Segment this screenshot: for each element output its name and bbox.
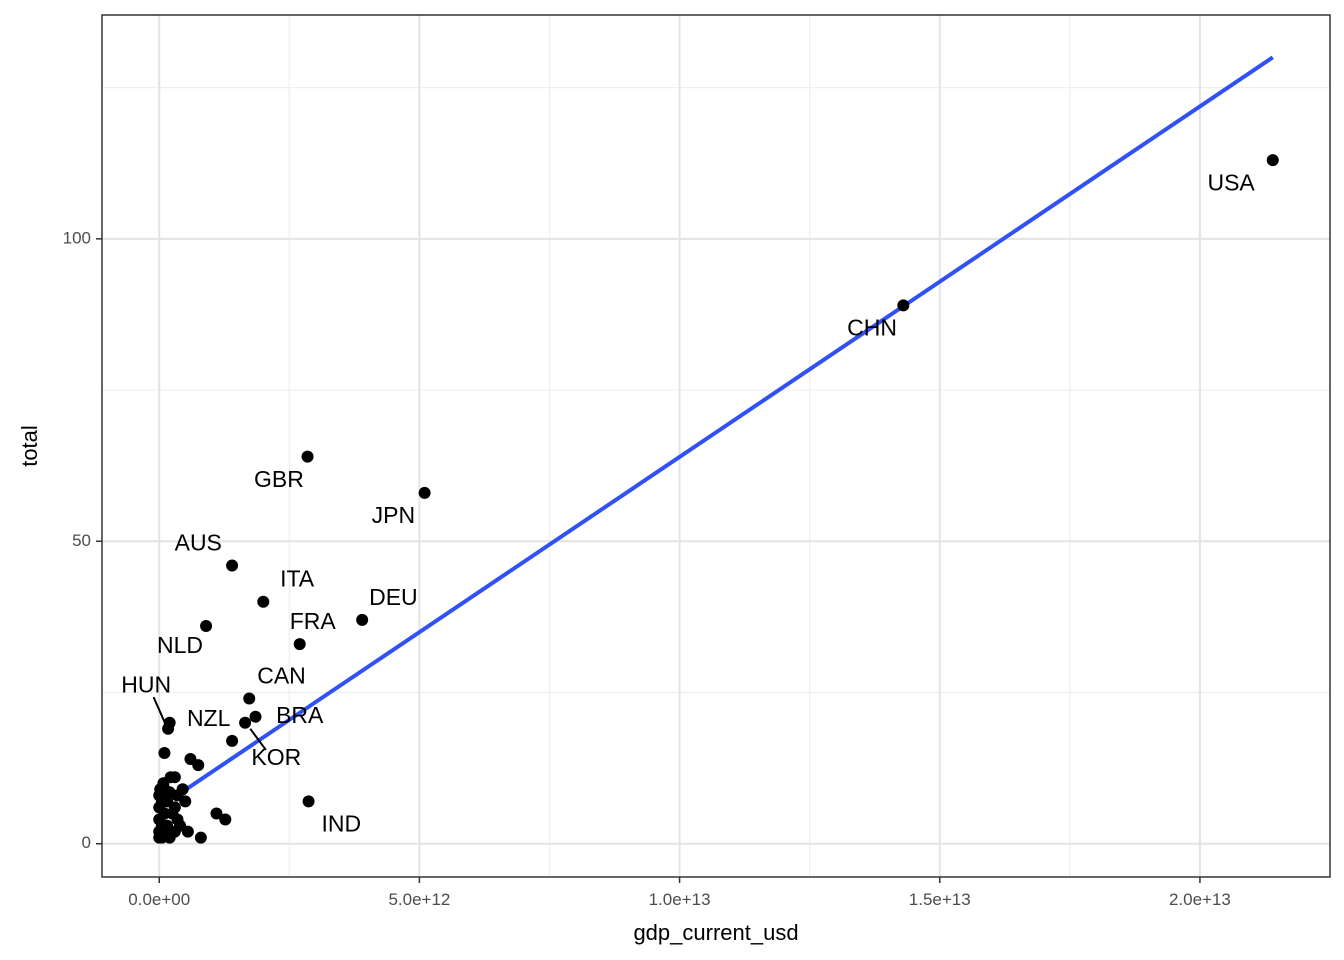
data-point [163,831,176,844]
data-point-ind [302,795,315,808]
data-point-kor [239,716,252,729]
point-label-usa: USA [1207,169,1255,195]
point-label-chn: CHN [847,315,897,341]
point-label-nld: NLD [157,632,203,658]
y-tick-label: 0 [82,833,91,852]
data-point [210,807,223,820]
data-point-bra [249,710,262,723]
panel-border [101,14,1331,878]
fit-line-group [158,55,1274,810]
point-label-kor: KOR [251,744,301,770]
data-point [158,746,171,759]
point-label-can: CAN [257,662,306,688]
data-point-jpn [418,486,431,499]
y-axis-title: total [17,425,42,467]
data-point [194,831,207,844]
leader-lines [152,696,267,751]
y-tick-label: 100 [63,228,91,247]
data-point [168,771,181,784]
leader-line-hun [152,696,166,723]
regression-line [158,55,1274,810]
point-label-jpn: JPN [372,502,415,528]
point-label-nzl: NZL [187,705,231,731]
data-point [219,813,232,826]
point-label-ind: IND [322,811,362,837]
point-label-hun: HUN [121,672,171,698]
data-point-deu [356,613,369,626]
data-point-nzl [163,716,176,729]
data-point [226,734,239,747]
data-point [192,759,205,772]
x-tick-label: 5.0e+12 [388,890,450,909]
data-point-aus [226,559,239,572]
point-label-fra: FRA [290,608,337,634]
data-point-usa [1266,154,1279,167]
point-labels: USA CHN GBR JPN AUS ITA DEU FRA NLD CAN HUN NZL BRA K… [121,169,1255,836]
data-point-ita [257,595,270,608]
data-point-gbr [301,450,314,463]
data-points [153,154,1279,844]
x-tick-label: 1.0e+13 [649,890,711,909]
x-axis-title: gdp_current_usd [633,920,798,945]
data-point-nld [200,619,213,632]
x-tick-label: 0.0e+00 [128,890,190,909]
point-label-aus: AUS [175,529,222,555]
x-tick-label: 2.0e+13 [1169,890,1231,909]
data-point [179,795,192,808]
x-tick-label: 1.5e+13 [909,890,971,909]
point-label-ita: ITA [280,566,315,592]
point-label-gbr: GBR [254,466,304,492]
y-tick-label: 50 [72,531,91,550]
axes: 0.0e+00 5.0e+12 1.0e+13 1.5e+13 2.0e+13 0 50 10… [63,228,1231,909]
point-label-bra: BRA [276,702,324,728]
data-point [181,825,194,838]
leader-line-kor [249,728,267,751]
data-point-chn [897,299,910,312]
point-label-deu: DEU [369,584,418,610]
grid [102,15,1330,877]
data-point-fra [293,638,306,651]
data-point-can [243,692,256,705]
